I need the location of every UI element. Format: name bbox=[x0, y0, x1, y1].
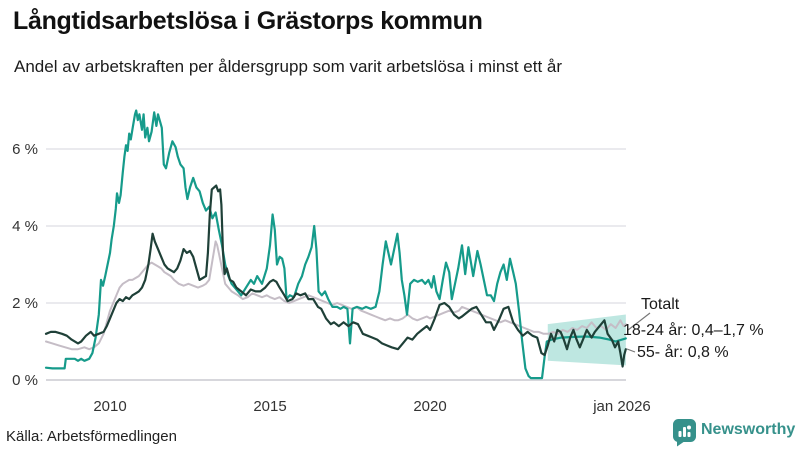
y-axis-tick-label: 4 % bbox=[12, 218, 38, 235]
brand-lockup: Newsworthy bbox=[672, 417, 796, 447]
y-axis-tick-label: 2 % bbox=[12, 295, 38, 312]
axis-labels-layer: 0 % 2 % 4 % 6 % 2010 2015 2020 jan 2026 bbox=[12, 141, 651, 415]
chart-title: Långtidsarbetslösa i Grästorps kommun bbox=[13, 7, 483, 35]
y-axis-tick-label: 0 % bbox=[12, 372, 38, 389]
x-axis-tick-label: jan 2026 bbox=[592, 398, 651, 415]
series-line-55- år bbox=[44, 184, 627, 368]
chart-subtitle: Andel av arbetskraften per åldersgrupp s… bbox=[14, 57, 563, 76]
y-axis-tick-label: 6 % bbox=[12, 141, 38, 158]
series-layer bbox=[44, 109, 627, 380]
x-axis-tick-label: 2015 bbox=[253, 398, 286, 415]
series-end-label: 55- år: 0,8 % bbox=[637, 343, 729, 361]
brand-name: Newsworthy bbox=[701, 421, 796, 438]
series-line-Totalt bbox=[45, 240, 627, 351]
x-axis-tick-label: 2010 bbox=[93, 398, 126, 415]
source-note: Källa: Arbetsförmedlingen bbox=[6, 428, 177, 445]
annotation-leader-line bbox=[627, 312, 651, 331]
series-end-label: 18-24 år: 0,4–1,7 % bbox=[623, 321, 764, 339]
series-end-label: Totalt bbox=[641, 296, 680, 313]
annotation-leader-line bbox=[626, 348, 636, 353]
series-line-18-24 år bbox=[44, 109, 627, 380]
newsworthy-logo-icon bbox=[673, 419, 696, 447]
x-axis-tick-label: 2020 bbox=[413, 398, 446, 415]
annotation-layer: Totalt 18-24 år: 0,4–1,7 % 55- år: 0,8 % bbox=[623, 296, 764, 361]
